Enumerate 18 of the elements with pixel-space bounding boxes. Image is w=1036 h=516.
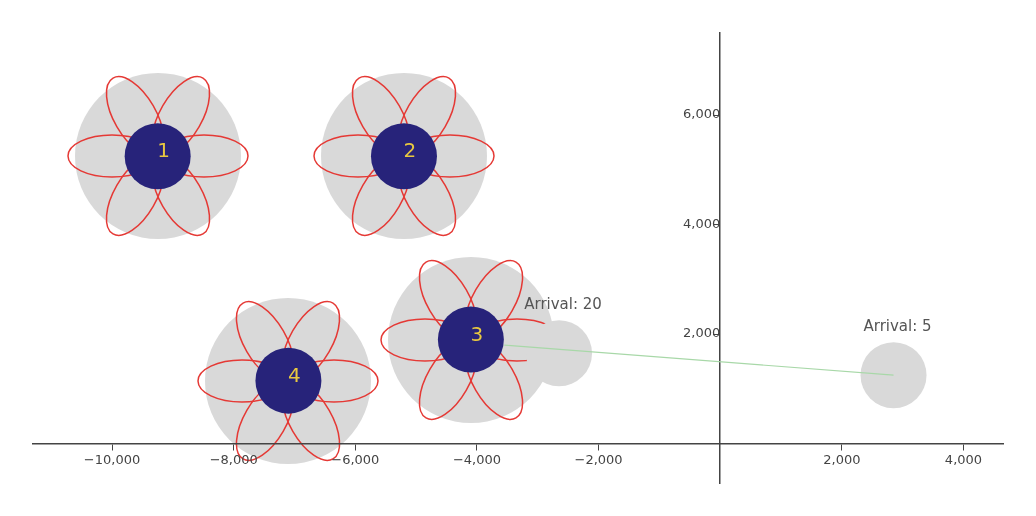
y-tick-label: 2,000	[682, 325, 721, 341]
annotation: Arrival: 20	[524, 295, 602, 314]
x-tick-label: −10,000	[83, 451, 141, 467]
x-tick-label: −2,000	[574, 451, 623, 467]
annotation: Arrival: 5	[863, 317, 932, 336]
annotation: 4	[288, 362, 301, 387]
y-tick-label: 6,000	[682, 106, 721, 122]
point	[860, 342, 927, 409]
x-tick-label: −8,000	[209, 451, 258, 467]
annotation: 1	[157, 138, 171, 163]
x-tick-label: 4,000	[944, 451, 983, 467]
y-tick-label: 4,000	[682, 215, 721, 231]
x-tick-label: 2,000	[823, 451, 861, 467]
x-tick-label: −6,000	[331, 451, 380, 467]
x-tick-label: −4,000	[452, 451, 501, 467]
annotation: 3	[470, 321, 484, 346]
point	[526, 320, 593, 387]
annotation: 2	[403, 138, 417, 163]
